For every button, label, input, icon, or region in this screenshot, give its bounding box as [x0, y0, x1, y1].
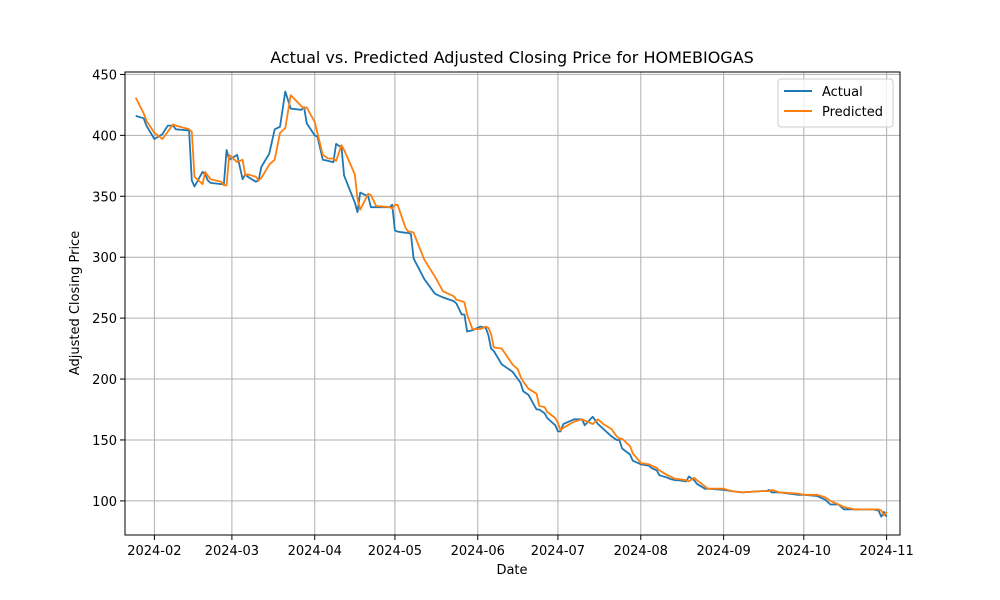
y-tick-label: 100	[92, 495, 117, 510]
legend-label-predicted: Predicted	[822, 105, 883, 120]
plot-frame	[124, 71, 901, 536]
y-tick-label: 350	[92, 190, 117, 205]
x-tick-label: 2024-04	[288, 544, 342, 559]
x-tick-label: 2024-10	[777, 544, 831, 559]
series-line-predicted	[134, 94, 888, 517]
x-axis-label: Date	[496, 563, 527, 578]
y-tick-label: 400	[92, 129, 117, 144]
x-tick-label: 2024-09	[696, 544, 750, 559]
x-tick-label: 2024-08	[614, 544, 668, 559]
legend: Actual Predicted	[777, 78, 894, 128]
y-tick-label: 200	[92, 373, 117, 388]
x-tick-label: 2024-02	[127, 544, 181, 559]
x-tick-label: 2024-05	[368, 544, 422, 559]
grid-lines	[125, 72, 900, 535]
y-tick-label: 150	[92, 434, 117, 449]
x-axis: 2024-02 2024-03 2024-04 2024-05 2024-06 2024-…	[127, 535, 914, 559]
x-tick-label: 2024-06	[451, 544, 505, 559]
y-tick-label: 450	[92, 68, 117, 83]
x-tick-label: 2024-11	[859, 544, 913, 559]
x-tick-label: 2024-03	[205, 544, 259, 559]
legend-label-actual: Actual	[822, 85, 863, 100]
y-axis-label: Adjusted Closing Price	[68, 231, 83, 375]
y-tick-label: 250	[92, 312, 117, 327]
y-tick-label: 300	[92, 251, 117, 266]
y-axis: 100 150 200 250 300 350 400 450	[92, 68, 125, 510]
series-line-actual	[135, 90, 888, 518]
chart-title: Actual vs. Predicted Adjusted Closing Pr…	[270, 48, 754, 67]
series-layer	[134, 90, 888, 518]
x-tick-label: 2024-07	[531, 544, 585, 559]
